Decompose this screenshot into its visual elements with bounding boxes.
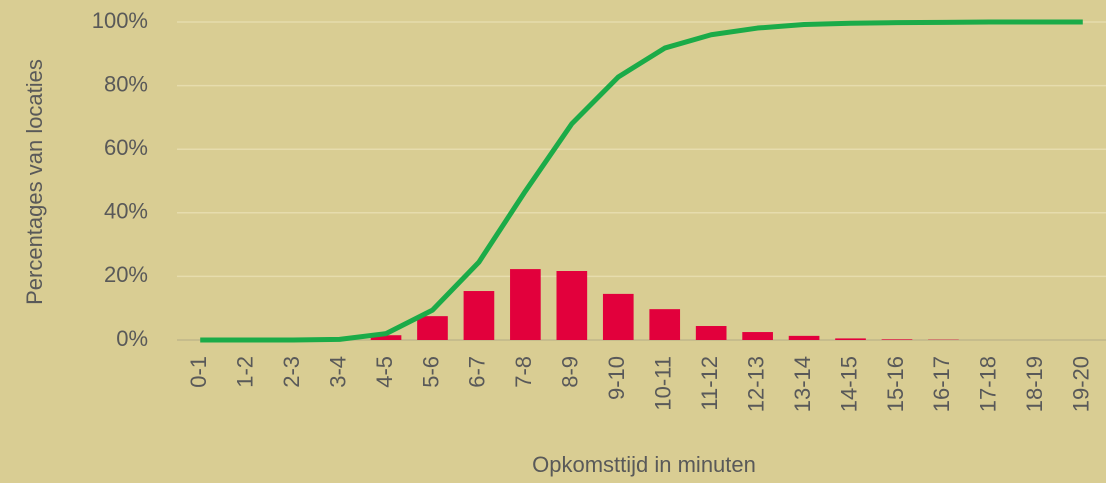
x-tick-label: 10-11 (651, 356, 676, 411)
x-tick-label: 1-2 (232, 356, 257, 388)
y-tick-label: 20% (104, 262, 148, 287)
x-tick-label: 19-20 (1069, 356, 1094, 412)
x-tick-label: 6-7 (465, 356, 490, 388)
x-tick-label: 12-13 (743, 356, 768, 412)
x-tick-label: 0-1 (186, 356, 211, 388)
bar (649, 309, 681, 340)
x-tick-label: 7-8 (511, 356, 536, 388)
x-tick-label: 8-9 (558, 356, 583, 388)
bar (463, 291, 495, 340)
x-tick-label: 11-12 (697, 356, 722, 411)
y-axis-title: Percentages van locaties (22, 59, 47, 305)
bar (417, 316, 448, 340)
x-tick-label: 15-16 (883, 356, 908, 412)
y-tick-label: 40% (104, 199, 148, 224)
bar (695, 326, 727, 340)
y-tick-label: 0% (116, 326, 148, 351)
y-tick-label: 100% (92, 8, 148, 33)
line (200, 19, 1083, 343)
x-tick-label: 9-10 (604, 356, 629, 400)
bar (788, 335, 820, 340)
bar (835, 338, 866, 340)
x-tick-label: 13-14 (790, 356, 815, 412)
x-axis-title: Opkomsttijd in minuten (532, 452, 756, 477)
y-tick-label: 60% (104, 135, 148, 160)
bar (370, 335, 402, 340)
bar (742, 332, 773, 340)
bar (510, 269, 541, 340)
x-tick-label: 3-4 (325, 356, 350, 388)
y-tick-label: 80% (104, 71, 148, 96)
x-tick-label: 14-15 (836, 356, 861, 412)
bar (556, 270, 588, 340)
bar (881, 339, 913, 340)
bar (602, 293, 634, 340)
x-tick-label: 18-19 (1022, 356, 1047, 412)
x-tick-label: 4-5 (372, 356, 397, 388)
x-tick-label: 5-6 (418, 356, 443, 388)
x-tick-label: 2-3 (279, 356, 304, 388)
x-tick-label: 17-18 (976, 356, 1001, 412)
x-tick-label: 16-17 (929, 356, 954, 412)
